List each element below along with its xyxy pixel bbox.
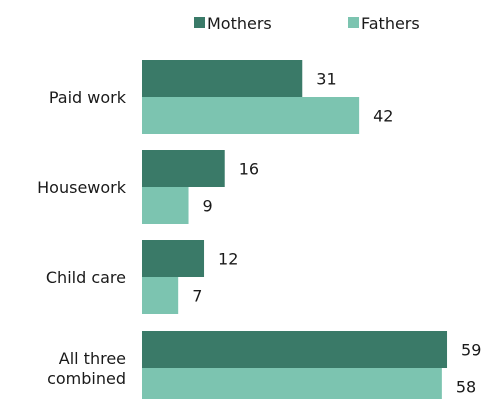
bar-mothers-child-care (142, 240, 205, 277)
bar-fathers-all-three-combined (142, 368, 442, 399)
legend-swatch-mothers (194, 17, 205, 28)
value-label-mothers-all-three-combined: 59 (461, 341, 481, 360)
legend-swatch-fathers (348, 17, 359, 28)
value-label-fathers-all-three-combined: 58 (456, 378, 476, 397)
legend: Mothers Fathers (194, 14, 420, 33)
category-label-all-three-combined: All three combined (47, 349, 126, 388)
category-label-line: All three (59, 349, 126, 368)
category-label-housework: Housework (37, 178, 127, 197)
bar-mothers-paid-work (142, 60, 303, 97)
bar-fathers-child-care (142, 277, 179, 314)
legend-label-mothers: Mothers (207, 14, 272, 33)
bar-mothers-housework (142, 150, 225, 187)
legend-label-fathers: Fathers (361, 14, 420, 33)
category-label-line: Housework (37, 178, 127, 197)
value-label-mothers-paid-work: 31 (316, 70, 336, 89)
bars-group (142, 60, 448, 399)
category-label-line: Paid work (49, 88, 127, 107)
bar-mothers-all-three-combined (142, 331, 448, 368)
category-label-line: combined (47, 369, 126, 388)
value-label-fathers-child-care: 7 (192, 287, 202, 306)
legend-item-fathers: Fathers (348, 14, 420, 33)
category-label-paid-work: Paid work (49, 88, 127, 107)
category-label-line: Child care (46, 268, 126, 287)
value-label-mothers-child-care: 12 (218, 250, 238, 269)
value-label-fathers-paid-work: 42 (373, 107, 393, 126)
labels-group: 31 42 Paid work 16 9 Housework 12 7 Child care 59… (37, 70, 481, 397)
bar-fathers-paid-work (142, 97, 360, 134)
bar-fathers-housework (142, 187, 189, 224)
category-label-child-care: Child care (46, 268, 126, 287)
legend-item-mothers: Mothers (194, 14, 272, 33)
value-label-mothers-housework: 16 (239, 160, 259, 179)
value-label-fathers-housework: 9 (203, 197, 213, 216)
